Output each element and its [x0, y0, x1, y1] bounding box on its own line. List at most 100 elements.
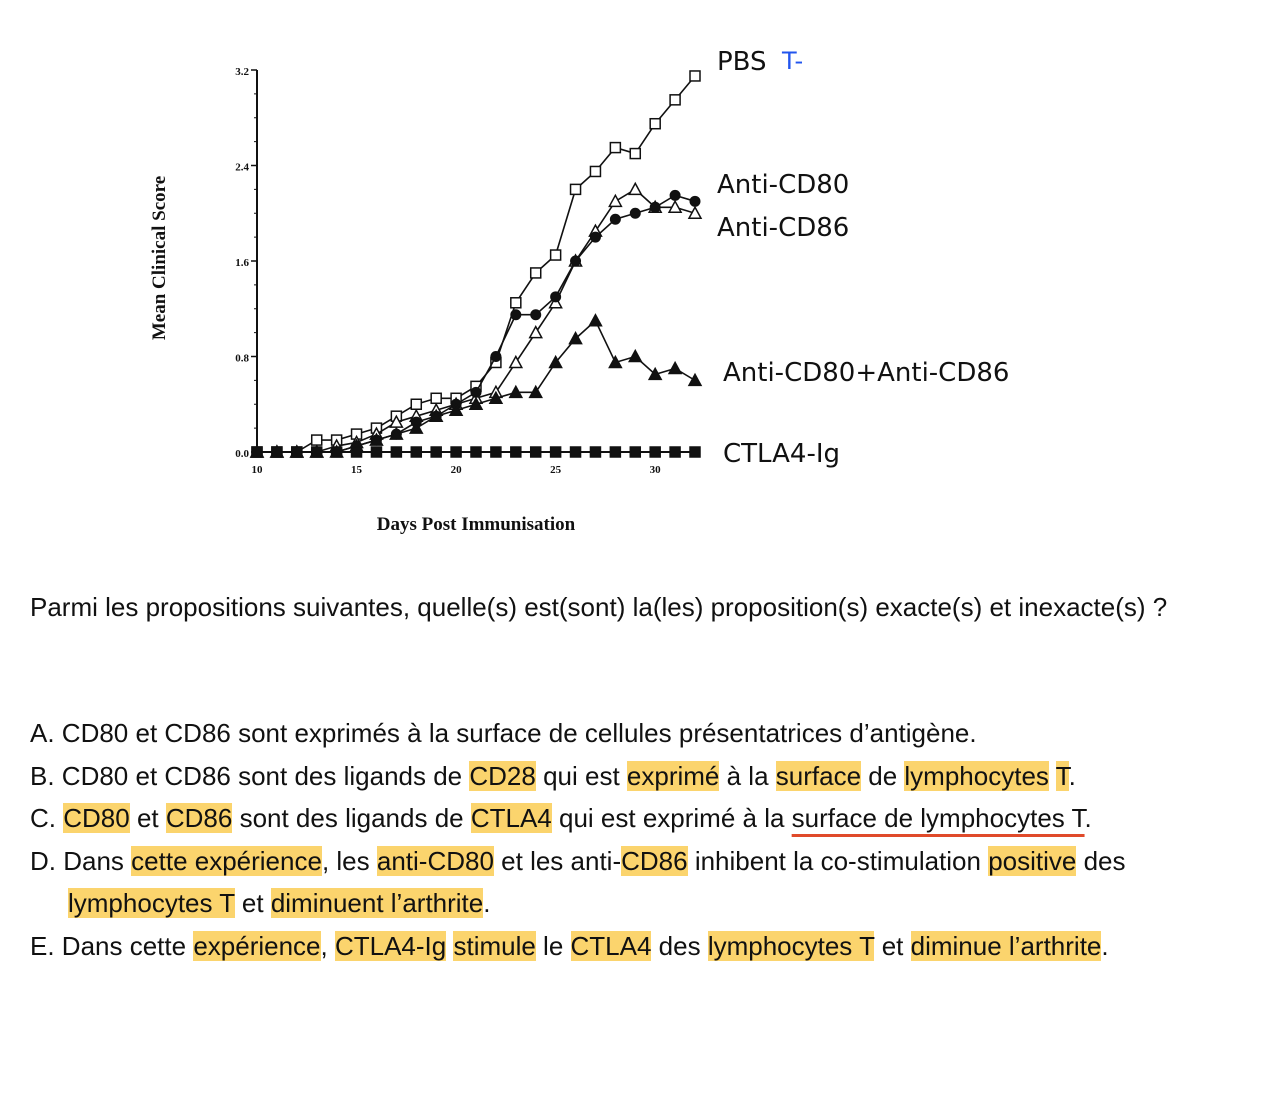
data-point	[510, 309, 522, 321]
data-point	[529, 446, 542, 458]
data-point	[528, 325, 543, 339]
data-point	[570, 255, 582, 267]
data-point	[649, 446, 661, 458]
data-point	[609, 141, 622, 154]
data-point	[629, 147, 642, 160]
data-point	[510, 297, 522, 309]
data-point	[687, 205, 703, 219]
data-point	[608, 193, 623, 208]
y-axis-label: Mean Clinical Score	[149, 176, 170, 340]
y-tick-label: 3.2	[235, 66, 249, 78]
option-c: C. CD80 et CD86 sont des ligands de CTLA…	[30, 803, 1092, 833]
data-point	[649, 117, 661, 130]
data-point	[608, 354, 623, 369]
data-point	[271, 446, 283, 458]
data-point	[687, 372, 703, 387]
arthritis-score-chart: 0.0 0.8 1.6 2.4 3.2 10 15 20 25 30 Mean Clinical …	[149, 47, 1009, 535]
series-label-pbs: PBS	[717, 47, 767, 77]
data-point	[251, 446, 263, 458]
series-label-anti-cd80: Anti-CD80	[717, 170, 849, 200]
data-point	[669, 189, 681, 201]
data-point	[689, 195, 701, 207]
series-line	[257, 194, 696, 453]
data-point	[549, 249, 562, 261]
data-point	[430, 446, 442, 458]
question-text: Parmi les propositions suivantes, quelle…	[30, 592, 1168, 622]
data-point	[569, 446, 582, 458]
data-point	[428, 408, 444, 422]
data-point	[390, 446, 403, 458]
data-point	[549, 446, 562, 458]
data-point	[448, 402, 464, 416]
data-point	[550, 291, 562, 303]
y-tick-label: 1.6	[235, 257, 249, 269]
data-point	[310, 434, 323, 446]
data-point	[667, 360, 683, 375]
data-point	[409, 420, 424, 434]
option-a: A. CD80 et CD86 sont exprimés à la surfa…	[30, 718, 977, 748]
data-point	[410, 398, 423, 410]
x-axis-label: Days Post Immunisation	[377, 514, 576, 535]
data-point	[430, 392, 442, 405]
data-point	[628, 181, 643, 196]
data-point	[529, 267, 542, 279]
data-point	[629, 446, 642, 458]
data-point	[508, 384, 524, 399]
y-tick-label: 2.4	[235, 162, 249, 174]
series-label-anti-cd80-cd86: Anti-CD80+Anti-CD86	[723, 358, 1009, 388]
x-tick-label: 25	[550, 464, 562, 476]
x-tick-label: 10	[252, 464, 264, 476]
data-point	[609, 446, 622, 458]
option-e: E. Dans cette expérience, CTLA4-Ig stimu…	[30, 930, 1109, 961]
data-point	[530, 309, 542, 321]
data-point	[647, 366, 663, 381]
data-point	[490, 446, 502, 458]
data-point	[490, 351, 502, 362]
data-point	[589, 165, 602, 178]
x-tick-label: 15	[351, 464, 363, 476]
data-point	[510, 446, 522, 458]
series-line	[257, 188, 696, 453]
data-point	[410, 446, 423, 458]
data-point	[389, 426, 404, 440]
answer-options: A. CD80 et CD86 sont exprimés à la surfa…	[30, 712, 1270, 967]
data-point	[589, 231, 601, 243]
option-b: B. CD80 et CD86 sont des ligands de CD28…	[30, 760, 1076, 791]
data-point	[528, 384, 543, 399]
data-point	[350, 446, 363, 458]
data-point	[488, 390, 504, 405]
data-point	[628, 348, 643, 363]
series-label-ctla4-ig: CTLA4-Ig	[723, 439, 840, 469]
data-point	[689, 446, 701, 458]
data-point	[548, 354, 563, 369]
data-point	[470, 386, 482, 398]
data-point	[588, 313, 603, 327]
data-point	[470, 446, 482, 458]
y-tick-label: 0.0	[235, 448, 249, 460]
data-point	[370, 446, 383, 458]
data-point	[689, 70, 701, 82]
data-point	[369, 432, 384, 446]
series-anti-cd80	[249, 181, 703, 458]
data-point	[508, 354, 524, 369]
data-point	[609, 213, 621, 225]
series-ctla4-ig	[251, 446, 701, 458]
series-anti-cd86	[251, 189, 701, 458]
t-minus-annotation: T-	[781, 47, 803, 75]
data-point	[568, 331, 583, 345]
data-point	[629, 207, 641, 219]
data-point	[291, 446, 303, 458]
series-label-anti-cd86: Anti-CD86	[717, 213, 849, 243]
y-tick-label: 0.8	[235, 353, 249, 365]
data-point	[669, 94, 681, 106]
data-point	[468, 396, 484, 410]
data-point	[310, 446, 323, 458]
data-point	[569, 183, 582, 196]
data-point	[330, 446, 343, 458]
option-d: D. Dans cette expérience, les anti-CD80 …	[30, 845, 1126, 918]
data-point	[450, 446, 462, 458]
data-point	[667, 199, 683, 214]
data-point	[589, 446, 602, 458]
x-tick-label: 30	[650, 464, 662, 476]
data-point	[669, 446, 681, 458]
